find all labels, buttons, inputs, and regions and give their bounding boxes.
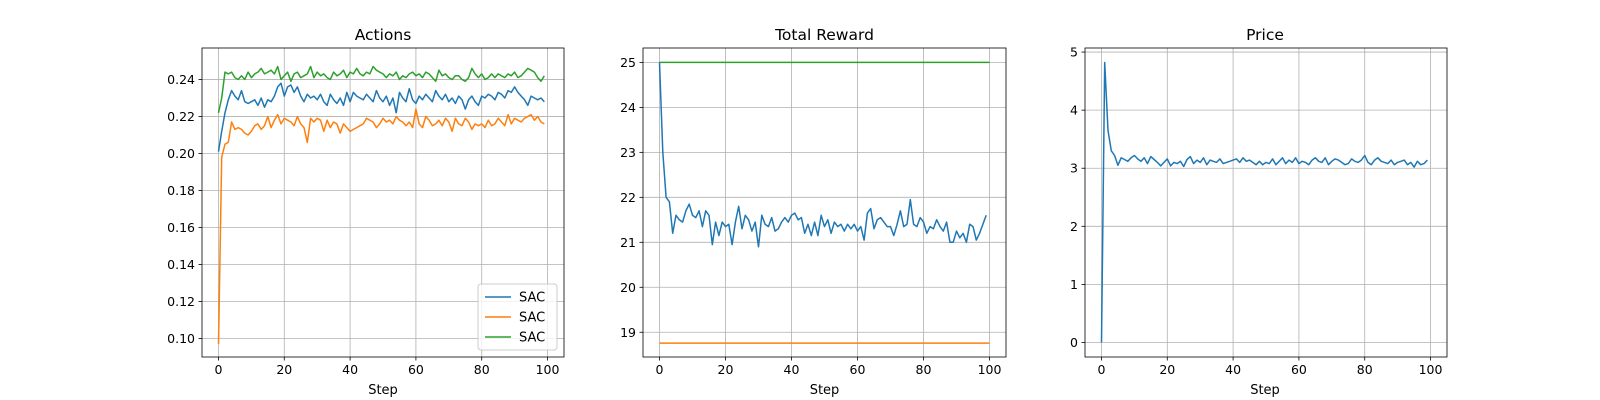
x-tick-label: 20 [1159,362,1175,377]
y-tick-label: 0.16 [167,220,195,235]
x-tick-label: 40 [784,362,800,377]
y-tick-label: 5 [1070,45,1078,60]
y-tick-label: 23 [620,145,636,160]
x-tick-label: 60 [1291,362,1307,377]
x-tick-label: 80 [1357,362,1373,377]
x-tick-label: 0 [214,362,222,377]
plot-frame [1084,47,1448,358]
legend-entry-label: SAC [519,291,545,306]
y-tick-label: 1 [1070,277,1078,292]
y-tick-label: 25 [620,55,636,70]
x-tick-label: 20 [718,362,734,377]
y-tick-label: 22 [620,190,636,205]
total-reward-chart: Total Reward Step 0 20 40 60 80 100 19 20 21 22 23… [620,26,1007,398]
x-tick-label: 0 [1097,362,1105,377]
x-tick-label: 80 [474,362,490,377]
x-tick-label: 0 [656,362,664,377]
plot-frame [201,47,565,358]
series-line-3 [217,65,545,113]
legend-entry-label: SAC [519,331,545,346]
series-layer [1100,61,1428,343]
y-tick-label: 0.24 [167,72,195,87]
x-axis-label: Step [368,383,398,398]
y-tick-label: 0.18 [167,183,195,198]
plot-frame [642,47,1007,358]
chart-title: Price [1246,26,1284,44]
y-tick-label: 0.14 [167,257,195,272]
y-tick-label: 20 [620,280,636,295]
legend-box [477,283,558,351]
x-tick-label: 100 [536,362,560,377]
y-tick-label: 19 [620,325,636,340]
legend: SAC SAC SAC [477,283,558,351]
x-tick-label: 100 [978,362,1002,377]
axes: 0 20 40 60 80 100 19 20 21 22 23 24 25 [620,47,1007,377]
series-line-1 [217,82,545,152]
y-tick-label: 0.22 [167,109,195,124]
series-line-1 [1100,61,1428,343]
x-tick-label: 100 [1419,362,1443,377]
x-axis-label: Step [1250,383,1280,398]
series-line-3 [658,62,987,248]
x-tick-label: 80 [916,362,932,377]
y-tick-label: 2 [1070,219,1078,234]
series-layer [217,65,545,345]
axes: 0 20 40 60 80 100 0 1 2 3 4 5 [1070,45,1448,377]
y-tick-label: 21 [620,235,636,250]
y-tick-label: 0 [1070,335,1078,350]
y-tick-label: 24 [620,100,636,115]
y-tick-label: 0.12 [167,294,195,309]
legend-entry-label: SAC [519,311,545,326]
x-tick-label: 40 [1225,362,1241,377]
x-tick-label: 60 [850,362,866,377]
series-layer [658,61,990,344]
x-tick-label: 40 [342,362,358,377]
x-axis-label: Step [810,383,840,398]
actions-chart: Actions Step 0 20 40 60 80 100 0.10 0.12 0.14 0.1… [167,26,565,398]
series-line-2 [217,108,545,345]
price-chart: Price Step 0 20 40 60 80 100 0 1 2 3 4 5 [1070,26,1448,398]
x-tick-label: 60 [408,362,424,377]
x-tick-label: 20 [276,362,292,377]
y-tick-label: 4 [1070,103,1078,118]
y-tick-label: 0.10 [167,331,195,346]
y-tick-label: 3 [1070,161,1078,176]
chart-title: Actions [355,26,412,44]
axes: 0 20 40 60 80 100 0.10 0.12 0.14 0.16 0.18 0.20 0.22… [167,47,565,377]
chart-title: Total Reward [774,26,874,44]
y-tick-label: 0.20 [167,146,195,161]
